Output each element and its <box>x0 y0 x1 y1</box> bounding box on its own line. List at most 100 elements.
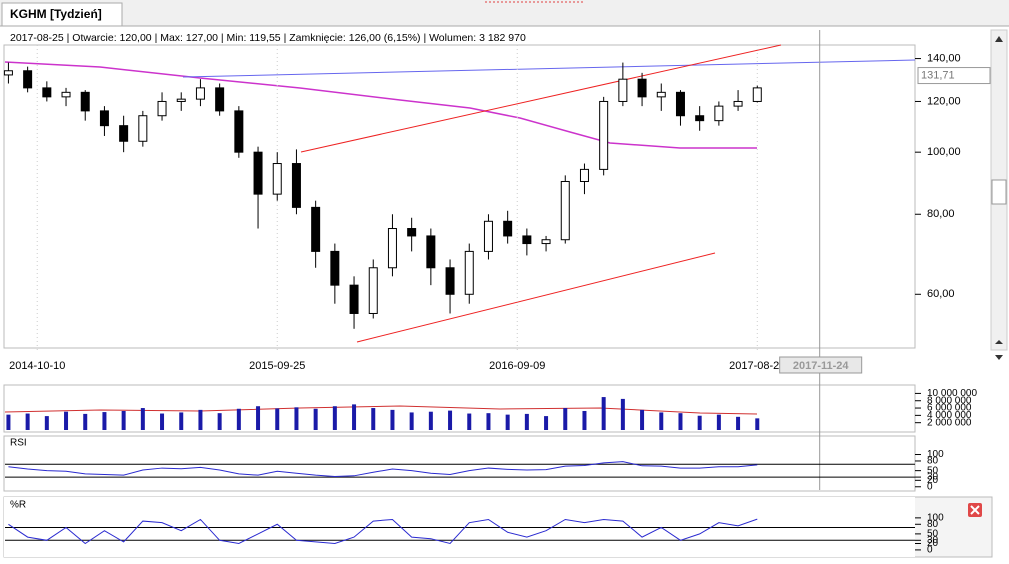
volume-bar <box>448 410 453 430</box>
candle-body <box>330 250 340 286</box>
volume-bar <box>275 408 280 430</box>
candle-body <box>483 220 493 252</box>
volume-bar <box>640 409 645 430</box>
close-icon <box>970 505 980 515</box>
candle-body <box>23 70 33 89</box>
moving-average <box>4 61 757 149</box>
candle-body <box>426 235 436 269</box>
volume-bar <box>352 404 357 430</box>
candle-body <box>387 228 397 269</box>
candle-body <box>253 151 263 195</box>
indicator-line <box>8 461 758 477</box>
volume-bar <box>755 418 760 430</box>
scroll-arrows[interactable] <box>995 340 1003 360</box>
scroll-thumb[interactable] <box>991 179 1007 205</box>
trend-line <box>182 59 916 78</box>
y-tick-label: 80,00 <box>927 208 955 220</box>
panel-title: RSI <box>10 438 27 449</box>
x-tick-label: 2016-09-09 <box>489 360 545 372</box>
candle-body <box>215 87 225 112</box>
volume-bar <box>620 398 625 430</box>
candle-body <box>714 105 724 122</box>
candle-body <box>579 168 589 182</box>
y-tick-label: 50 <box>927 529 939 540</box>
y-tick-label: 100,00 <box>927 146 961 158</box>
y-tick-label: 100 <box>927 449 944 460</box>
volume-bar <box>198 409 203 430</box>
y-tick-label: 60,00 <box>927 288 955 300</box>
cursor-date: 2017-11-24 <box>793 360 850 372</box>
candle-body <box>464 250 474 295</box>
tab-bar <box>0 0 1009 26</box>
candle-body <box>541 239 551 245</box>
volume-panel <box>3 384 916 433</box>
volume-bar <box>332 406 337 430</box>
volume-bar <box>428 411 433 430</box>
candle-body <box>349 284 359 314</box>
x-tick-label: 2017-08-25 <box>729 360 785 372</box>
x-tick-label: 2014-10-10 <box>9 360 65 372</box>
volume-bar <box>659 412 664 430</box>
y-tick-label: 20 <box>927 538 939 549</box>
tab-title: KGHM [Tydzień] <box>10 7 102 21</box>
y-tick-label: 6 000 000 <box>927 403 972 414</box>
candle-body <box>656 91 666 98</box>
y-tick-label: 30 <box>927 472 939 483</box>
candle-body <box>368 267 378 314</box>
volume-bar <box>121 410 126 430</box>
volume-bar <box>102 412 107 430</box>
indicator-line <box>8 518 758 545</box>
candle-body <box>176 98 186 102</box>
candle-body <box>291 163 301 208</box>
volume-bar <box>64 411 69 430</box>
candle-body <box>157 100 167 117</box>
y-tick-label: 50 <box>927 465 939 476</box>
volume-bar <box>6 414 11 430</box>
volume-bar <box>217 413 222 430</box>
candle-body <box>407 228 417 237</box>
cursor-date-box <box>779 356 863 374</box>
volume-bar <box>179 412 184 430</box>
candle-body <box>599 100 609 170</box>
candle-body <box>503 220 513 237</box>
volume-bar <box>236 408 241 430</box>
candle-body <box>695 115 705 122</box>
candle-body <box>733 100 743 107</box>
cursor-price: 131,71 <box>921 69 955 81</box>
y-tick-label: 140,00 <box>927 52 961 64</box>
y-tick-label: 80 <box>927 456 939 467</box>
volume-bar <box>678 413 683 430</box>
volume-bar <box>83 413 88 430</box>
candle-body <box>61 91 71 98</box>
x-tick-label: 2015-09-25 <box>249 360 305 372</box>
y-tick-label: 2 000 000 <box>927 417 972 428</box>
candle-body <box>42 87 52 98</box>
volume-bar <box>563 408 568 430</box>
y-tick-label: 120,00 <box>927 95 961 107</box>
main-panel <box>3 44 916 349</box>
volume-bar <box>697 415 702 430</box>
y-tick-label: 20 <box>927 475 939 486</box>
trend-line <box>356 252 716 343</box>
candle-body <box>3 70 13 76</box>
y-tick-label: 4 000 000 <box>927 410 972 421</box>
scroll-up[interactable] <box>995 36 1003 42</box>
volume-bar <box>390 409 395 430</box>
volume-bar <box>736 416 741 430</box>
volume-bar <box>409 412 414 430</box>
volume-bar <box>544 416 549 430</box>
volume-bar <box>524 413 529 430</box>
volume-bar <box>582 410 587 430</box>
volume-bar <box>467 413 472 430</box>
volume-bar <box>716 414 721 430</box>
y-tick-label: 30 <box>927 535 939 546</box>
candle-body <box>119 125 129 142</box>
candle-body <box>272 163 282 195</box>
candle-body <box>311 206 321 252</box>
volume-bar <box>313 408 318 430</box>
candle-body <box>138 115 148 142</box>
trend-line <box>300 44 782 153</box>
candle-body <box>560 180 570 241</box>
rsi-panel <box>3 435 916 492</box>
